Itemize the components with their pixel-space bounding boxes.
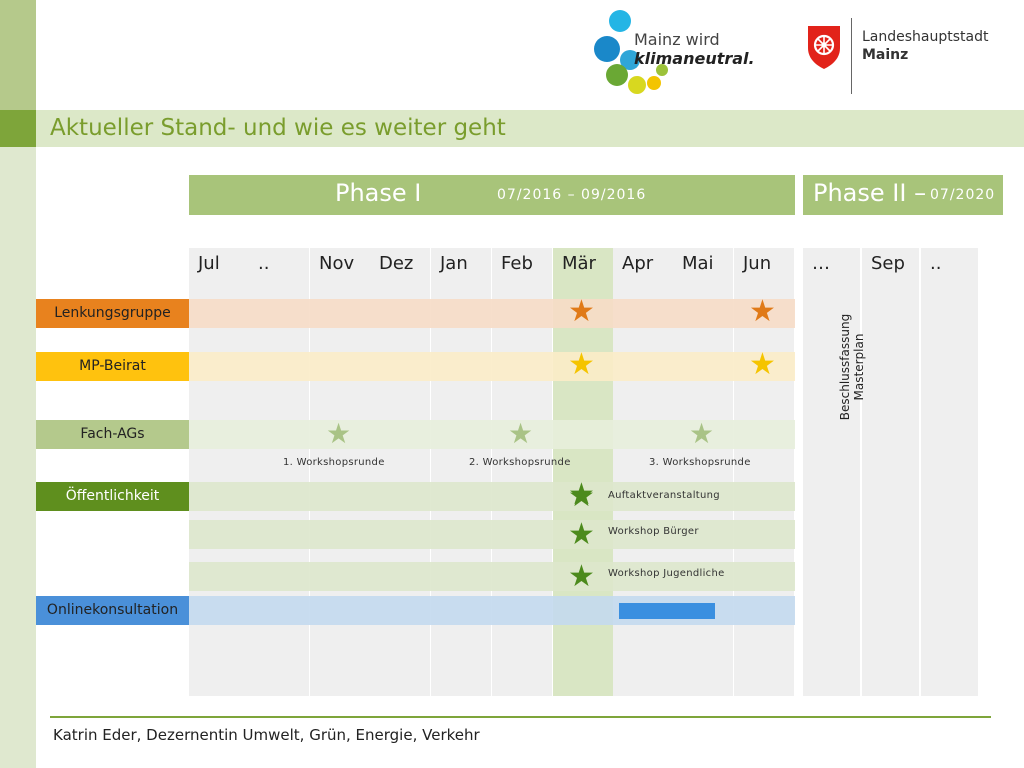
star-icon: ★ <box>326 417 352 450</box>
phase-1-date: 07/2016 – 09/2016 <box>497 187 647 203</box>
star-icon: ★ <box>568 479 595 514</box>
star-icon: ★ <box>568 517 595 552</box>
phase-2-text-line1: Beschlussfassung <box>838 313 852 421</box>
city-line1: Landeshauptstadt <box>862 29 989 45</box>
star-icon: ★ <box>689 417 715 450</box>
phase2-month-header-3: .. <box>930 253 942 274</box>
row-label-5: Onlinekonsultation <box>36 596 189 625</box>
phase-2-text-line2: Masterplan <box>852 333 866 401</box>
row-bar-1 <box>189 299 795 328</box>
city-logo-text: Landeshauptstadt Mainz <box>862 28 989 64</box>
month-header-4: Dez <box>379 253 414 274</box>
phase-2-date: 07/2020 <box>930 187 996 203</box>
row-bar-4 <box>189 482 795 511</box>
month-header-9: Mai <box>682 253 714 274</box>
phase-2-header: Phase II – 07/2020 <box>803 175 1003 215</box>
row-label-1: Lenkungsgruppe <box>36 299 189 328</box>
month-header-10: Jun <box>743 253 772 274</box>
title-bar <box>36 110 1024 147</box>
logo-line1: Mainz wird <box>634 30 720 49</box>
row-label-2: MP-Beirat <box>36 352 189 381</box>
phase2-month-header-1: … <box>812 253 830 274</box>
footer-text: Katrin Eder, Dezernentin Umwelt, Grün, E… <box>53 726 480 744</box>
row-bar-2 <box>189 352 795 381</box>
star-icon: ★ <box>749 347 776 382</box>
row-label-3: Fach-AGs <box>36 420 189 449</box>
month-header-5: Jan <box>440 253 468 274</box>
phase2-column-1 <box>803 248 860 696</box>
online-consultation-span <box>619 603 715 619</box>
row-bar-3 <box>189 420 795 449</box>
month-header-6: Feb <box>501 253 533 274</box>
month-header-2: .. <box>258 253 270 274</box>
star-icon: ★ <box>508 417 534 450</box>
left-decor-accent <box>0 110 36 147</box>
workshop-label-2: 2. Workshopsrunde <box>469 457 571 468</box>
phase2-column-2 <box>862 248 919 696</box>
phase2-month-header-2: Sep <box>871 253 905 274</box>
month-header-7: Mär <box>562 253 596 274</box>
star-icon: ★ <box>568 559 595 594</box>
row-label-4: Öffentlichkeit <box>36 482 189 511</box>
footer-divider <box>50 716 991 718</box>
logo-divider <box>851 18 852 94</box>
star-icon: ★ <box>568 477 595 512</box>
public-event-bar-3 <box>189 562 795 591</box>
phase-1-header: Phase I 07/2016 – 09/2016 <box>189 175 795 215</box>
workshop-label-3: 3. Workshopsrunde <box>649 457 751 468</box>
logo-line2: klimaneutral. <box>634 49 755 68</box>
month-header-3: Nov <box>319 253 355 274</box>
phase2-column-3 <box>921 248 978 696</box>
star-icon: ★ <box>568 294 595 329</box>
public-event-label-3: Workshop Jugendliche <box>608 568 725 579</box>
workshop-label-1: 1. Workshopsrunde <box>283 457 385 468</box>
city-line2: Mainz <box>862 47 909 63</box>
phase-1-name: Phase I <box>335 179 422 207</box>
slide-title: Aktueller Stand- und wie es weiter geht <box>50 115 506 141</box>
mainz-coat-of-arms-icon <box>806 24 842 70</box>
phase-2-name: Phase II – <box>813 179 927 207</box>
public-event-bar-2 <box>189 520 795 549</box>
star-icon: ★ <box>568 347 595 382</box>
left-decor-top <box>0 0 36 110</box>
public-event-label-2: Workshop Bürger <box>608 526 699 537</box>
phase-2-milestone: Beschlussfassung Masterplan <box>838 312 866 422</box>
month-header-8: Apr <box>622 253 654 274</box>
month-header-1: Jul <box>198 253 220 274</box>
klimaneutral-logo <box>590 8 668 98</box>
star-icon: ★ <box>749 294 776 329</box>
klimaneutral-logo-text: Mainz wird klimaneutral. <box>634 30 755 68</box>
public-event-label-1: Auftaktveranstaltung <box>608 490 720 501</box>
